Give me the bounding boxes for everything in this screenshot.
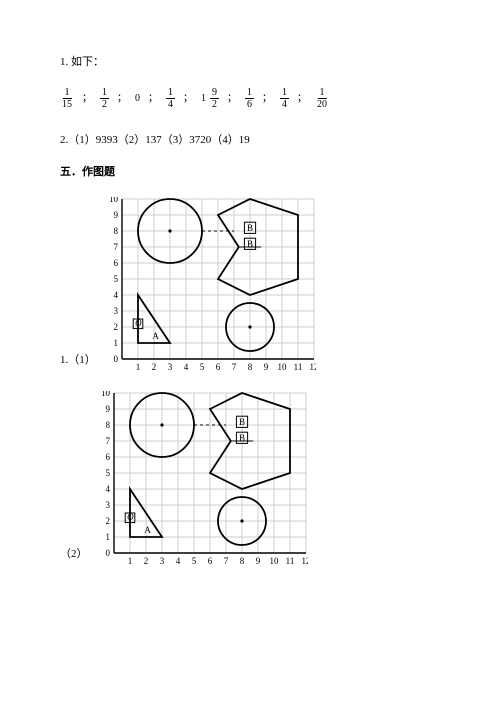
fraction: 16 [245, 87, 254, 110]
value-plain: 0 [135, 91, 140, 106]
svg-text:7: 7 [113, 242, 118, 252]
svg-text:5: 5 [105, 468, 110, 478]
svg-text:4: 4 [113, 290, 118, 300]
svg-text:6: 6 [207, 556, 212, 566]
separator: ； [262, 91, 272, 106]
svg-text:10: 10 [277, 362, 287, 372]
svg-text:0: 0 [105, 548, 110, 558]
fraction: 120 [315, 87, 329, 110]
fraction: 14 [166, 87, 175, 110]
svg-text:0: 0 [113, 354, 118, 364]
svg-text:B: B [238, 432, 244, 442]
svg-text:2: 2 [143, 556, 148, 566]
svg-text:9: 9 [105, 404, 110, 414]
separator: ； [82, 91, 92, 106]
svg-text:12: 12 [309, 362, 316, 372]
svg-text:A: A [144, 525, 151, 535]
svg-text:3: 3 [113, 306, 118, 316]
separator: ； [117, 91, 127, 106]
svg-text:5: 5 [191, 556, 196, 566]
svg-text:7: 7 [105, 436, 110, 446]
svg-text:4: 4 [105, 484, 110, 494]
svg-text:B: B [247, 238, 253, 248]
svg-text:O: O [127, 512, 134, 522]
item-1-label: 1.（1） [60, 352, 96, 373]
fraction: 14 [280, 87, 289, 110]
grid-figure-2: 012345678910123456789101112AOBB [96, 391, 308, 567]
svg-text:8: 8 [113, 226, 118, 236]
svg-text:B: B [247, 222, 253, 232]
svg-text:10: 10 [109, 197, 119, 204]
figure-2-wrap: （2） 012345678910123456789101112AOBB [60, 391, 450, 567]
svg-text:2: 2 [152, 362, 157, 372]
svg-text:9: 9 [113, 210, 118, 220]
svg-text:7: 7 [232, 362, 237, 372]
fraction-row: 115 ； 12 ； 0 ； 14 ； 1 92 ； 16 ； 14 ； 120 [60, 87, 450, 110]
svg-text:8: 8 [239, 556, 244, 566]
svg-text:11: 11 [285, 556, 294, 566]
fraction: 12 [100, 87, 109, 110]
separator: ； [297, 91, 307, 106]
svg-text:7: 7 [223, 556, 228, 566]
item-2-label: （2） [60, 546, 88, 567]
svg-text:1: 1 [113, 338, 118, 348]
svg-text:3: 3 [159, 556, 164, 566]
separator: ； [227, 91, 237, 106]
svg-text:6: 6 [113, 258, 118, 268]
svg-text:4: 4 [184, 362, 189, 372]
figure-1-wrap: 1.（1） 012345678910123456789101112AOBB [60, 197, 450, 373]
svg-text:5: 5 [113, 274, 118, 284]
svg-text:8: 8 [105, 420, 110, 430]
svg-text:O: O [135, 318, 142, 328]
svg-text:11: 11 [293, 362, 302, 372]
section-heading: 五．作图题 [60, 164, 450, 181]
svg-text:4: 4 [175, 556, 180, 566]
svg-text:10: 10 [101, 391, 111, 398]
grid-figure-1: 012345678910123456789101112AOBB [104, 197, 316, 373]
svg-text:1: 1 [127, 556, 132, 566]
fraction: 92 [210, 87, 219, 110]
svg-text:1: 1 [105, 532, 110, 542]
svg-text:B: B [238, 416, 244, 426]
svg-text:2: 2 [113, 322, 118, 332]
svg-text:10: 10 [269, 556, 279, 566]
fraction: 115 [60, 87, 74, 110]
svg-text:6: 6 [105, 452, 110, 462]
svg-text:3: 3 [105, 500, 110, 510]
svg-text:9: 9 [264, 362, 269, 372]
q1-prefix: 1. 如下： [60, 54, 450, 71]
svg-text:6: 6 [216, 362, 221, 372]
svg-text:1: 1 [136, 362, 141, 372]
svg-text:A: A [152, 331, 159, 341]
svg-text:2: 2 [105, 516, 110, 526]
svg-text:3: 3 [168, 362, 173, 372]
svg-text:9: 9 [255, 556, 260, 566]
separator: ； [148, 91, 158, 106]
separator: ； [183, 91, 193, 106]
mixed-whole: 1 [201, 91, 206, 106]
svg-text:8: 8 [248, 362, 253, 372]
q2-line: 2.（1）9393（2）137（3）3720（4）19 [60, 132, 450, 149]
svg-text:12: 12 [301, 556, 308, 566]
svg-text:5: 5 [200, 362, 205, 372]
